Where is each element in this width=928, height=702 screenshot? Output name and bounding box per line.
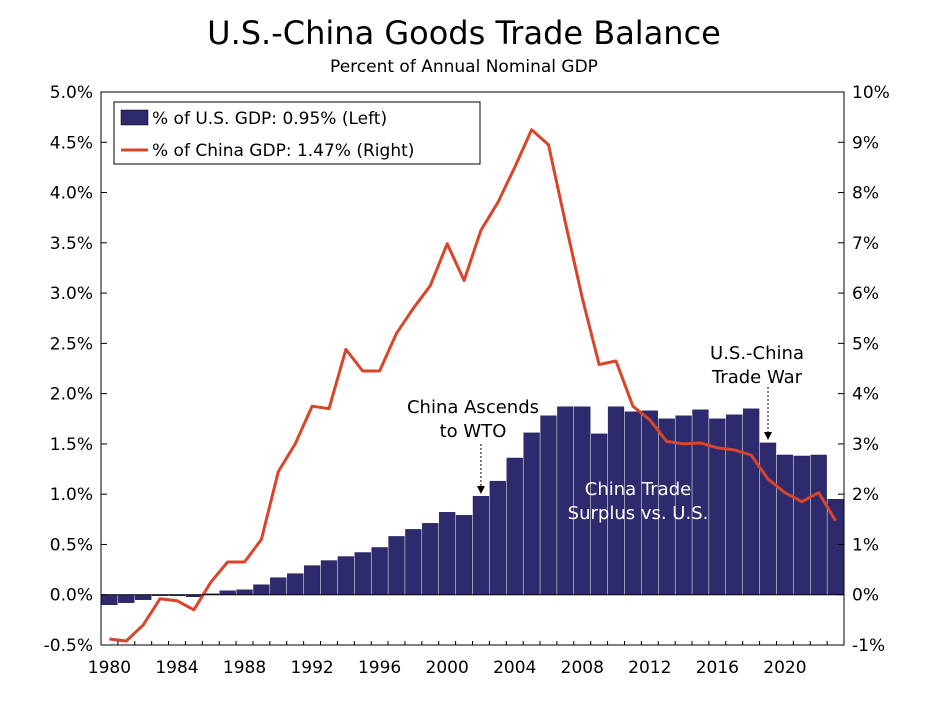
right-tick-label: 7% xyxy=(852,234,879,254)
legend-label-us-gdp: % of U.S. GDP: 0.95% (Left) xyxy=(152,109,387,129)
us-gdp-bars xyxy=(101,406,844,605)
bar-2022 xyxy=(810,454,827,595)
left-tick-label: 1.0% xyxy=(50,485,93,505)
right-tick-label: 0% xyxy=(852,586,879,606)
x-tick-label: 1996 xyxy=(358,658,401,678)
x-tick-label: 2008 xyxy=(561,658,604,678)
bar-1990 xyxy=(270,577,287,595)
right-tick-label: 2% xyxy=(852,485,879,505)
chart-title: U.S.-China Goods Trade Balance xyxy=(207,14,721,52)
x-tick-label: 2012 xyxy=(628,658,671,678)
left-tick-label: 0.0% xyxy=(50,586,93,606)
legend: % of U.S. GDP: 0.95% (Left) % of China G… xyxy=(113,101,481,165)
bar-1995 xyxy=(354,552,371,595)
bar-1987 xyxy=(219,590,236,595)
bar-1996 xyxy=(371,547,388,595)
annotations: China Ascends to WTO U.S.-China Trade War Ch… xyxy=(407,343,804,524)
china-gdp-line-group xyxy=(109,128,837,643)
left-tick-label: 4.5% xyxy=(50,133,93,153)
left-tick-label: 0.5% xyxy=(50,535,93,555)
right-tick-label: 9% xyxy=(852,133,879,153)
x-tick-label: 1988 xyxy=(223,658,266,678)
bar-1998 xyxy=(405,529,422,595)
bar-1989 xyxy=(253,584,270,595)
left-tick-label: 2.0% xyxy=(50,385,93,405)
right-tick-label: 10% xyxy=(852,83,890,103)
axes: -0.5% 0.0% 0.5% 1.0% 1.5% 2.0% 2.5% 3.0% 3.5% 4.0… xyxy=(44,83,890,678)
right-tick-label: 6% xyxy=(852,284,879,304)
bar-2008 xyxy=(574,406,591,595)
annotation-surplus: China Trade xyxy=(585,479,691,500)
bar-2006 xyxy=(540,415,557,595)
annotation-wto-arrow-head xyxy=(476,486,485,494)
annotation-surplus: Surplus vs. U.S. xyxy=(568,503,709,524)
right-tick-label: 5% xyxy=(852,334,879,354)
x-tick-label: 2016 xyxy=(696,658,739,678)
bar-1994 xyxy=(337,556,354,595)
left-tick-label: -0.5% xyxy=(44,636,93,656)
bar-2021 xyxy=(793,455,810,595)
legend-bar-swatch xyxy=(120,109,149,126)
legend-box xyxy=(113,101,481,165)
bar-2007 xyxy=(557,406,574,595)
x-tick-label: 1984 xyxy=(155,658,198,678)
bar-1997 xyxy=(388,536,405,595)
bar-2003 xyxy=(489,480,506,595)
bar-2020 xyxy=(776,454,794,595)
x-tick-label: 1992 xyxy=(290,658,333,678)
right-tick-label: 4% xyxy=(852,385,879,405)
x-tick-label: 1980 xyxy=(88,658,131,678)
bar-1981 xyxy=(118,594,135,603)
bar-1980 xyxy=(101,594,118,605)
right-tick-label: 1% xyxy=(852,535,879,555)
bar-1993 xyxy=(320,560,338,595)
left-tick-label: 5.0% xyxy=(50,83,93,103)
annotation-trade-war-arrow-head xyxy=(764,432,773,440)
bar-2019 xyxy=(759,442,777,595)
bar-2017 xyxy=(726,414,743,595)
bar-1991 xyxy=(287,573,304,595)
bar-2018 xyxy=(742,408,760,595)
right-tick-label: 8% xyxy=(852,184,879,204)
bar-1982 xyxy=(135,594,152,600)
bar-2005 xyxy=(523,432,540,595)
right-tick-label: 3% xyxy=(852,435,879,455)
left-tick-label: 4.0% xyxy=(50,184,93,204)
right-tick-label: -1% xyxy=(852,636,885,656)
left-tick-label: 1.5% xyxy=(50,435,93,455)
annotation-wto: to WTO xyxy=(440,421,507,442)
chart-subtitle: Percent of Annual Nominal GDP xyxy=(330,57,598,77)
bar-2000 xyxy=(439,512,456,595)
bar-2004 xyxy=(506,457,523,595)
x-tick-label: 2004 xyxy=(493,658,536,678)
bar-2001 xyxy=(455,515,473,595)
left-tick-label: 3.0% xyxy=(50,284,93,304)
bar-2010 xyxy=(607,406,625,595)
x-tick-label: 2020 xyxy=(763,658,806,678)
left-tick-label: 2.5% xyxy=(50,334,93,354)
annotation-trade-war: U.S.-China xyxy=(710,343,804,364)
bar-2002 xyxy=(472,495,490,595)
china-gdp-line xyxy=(109,128,837,643)
annotation-trade-war: Trade War xyxy=(711,367,803,388)
legend-label-china-gdp: % of China GDP: 1.47% (Right) xyxy=(152,141,414,161)
bar-1992 xyxy=(303,565,321,595)
bar-1988 xyxy=(236,589,253,595)
x-tick-label: 2000 xyxy=(426,658,469,678)
left-tick-label: 3.5% xyxy=(50,234,93,254)
annotation-wto: China Ascends xyxy=(407,397,539,418)
bar-1999 xyxy=(422,523,439,595)
